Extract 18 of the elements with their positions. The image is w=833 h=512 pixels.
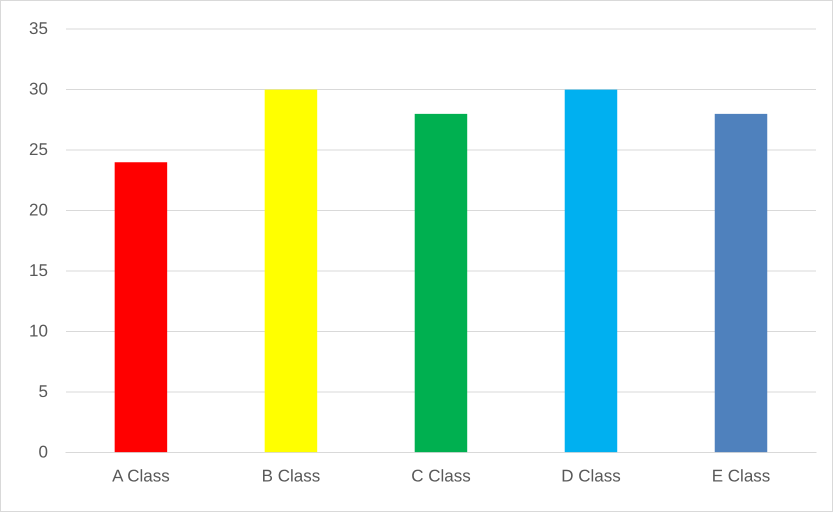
y-tick-label: 5 xyxy=(38,382,48,401)
y-tick-label: 30 xyxy=(28,79,48,98)
y-tick-label: 15 xyxy=(28,260,48,280)
x-tick-label: A Class xyxy=(112,466,170,486)
bar xyxy=(414,114,468,452)
y-tick-label: 10 xyxy=(28,321,48,340)
y-tick-label: 35 xyxy=(28,18,48,38)
x-tick-label: B Class xyxy=(262,466,320,486)
bar xyxy=(564,90,618,452)
bar xyxy=(264,90,318,452)
x-tick-label: C Class xyxy=(411,466,471,486)
bar xyxy=(714,114,768,452)
y-tick-label: 0 xyxy=(38,442,48,462)
y-tick-label: 25 xyxy=(28,140,48,159)
bar xyxy=(114,162,168,452)
x-tick-label: E Class xyxy=(712,466,770,486)
x-tick-label: D Class xyxy=(561,466,621,486)
y-tick-label: 20 xyxy=(28,200,48,220)
